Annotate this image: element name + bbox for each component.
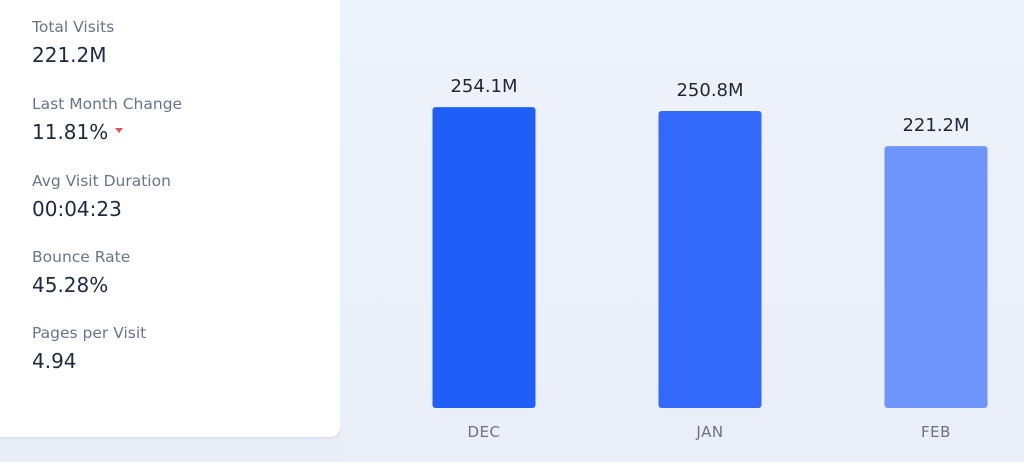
metric-value: 45.28%: [32, 272, 130, 298]
metric-label: Avg Visit Duration: [32, 172, 171, 190]
metric-value: 11.81%: [32, 119, 182, 145]
metric-label: Pages per Visit: [32, 324, 147, 342]
metric-bounce-rate: Bounce Rate 45.28%: [32, 247, 130, 298]
bar-chart-svg: 254.1M DEC 250.8M JAN 221.2M FEB: [432, 76, 988, 441]
category-label: FEB: [921, 423, 951, 441]
caret-down-icon: [115, 127, 124, 133]
bar-value-label: 250.8M: [676, 80, 743, 101]
bar-chart: 254.1M DEC 250.8M JAN 221.2M FEB: [340, 0, 1024, 462]
bar-value-label: 254.1M: [450, 76, 517, 97]
metric-value-text: 00:04:23: [32, 197, 122, 221]
metric-value: 4.94: [32, 348, 146, 374]
metric-value: 221.2M: [32, 42, 114, 68]
metric-label: Total Visits: [32, 18, 115, 36]
bar-value-label: 221.2M: [902, 115, 969, 136]
metric-value: 00:04:23: [32, 196, 171, 222]
bar-feb[interactable]: [884, 146, 988, 409]
metric-total-visits: Total Visits 221.2M: [32, 17, 114, 68]
category-label: DEC: [467, 423, 500, 441]
metric-label: Bounce Rate: [32, 248, 131, 266]
metric-value-text: 221.2M: [32, 43, 107, 67]
metric-value-text: 4.94: [32, 349, 77, 373]
metric-value-text: 11.81%: [32, 120, 109, 144]
bar-dec[interactable]: [432, 107, 536, 408]
metric-label: Last Month Change: [32, 95, 183, 113]
metric-value-text: 45.28%: [32, 273, 109, 297]
category-label: JAN: [695, 423, 723, 441]
stats-card: Total Visits 221.2M Last Month Change 11…: [0, 0, 340, 437]
metric-avg-visit-duration: Avg Visit Duration 00:04:23: [32, 171, 171, 222]
metric-last-month-change: Last Month Change 11.81%: [32, 94, 182, 145]
bar-jan[interactable]: [658, 111, 762, 409]
metric-pages-per-visit: Pages per Visit 4.94: [32, 323, 146, 374]
